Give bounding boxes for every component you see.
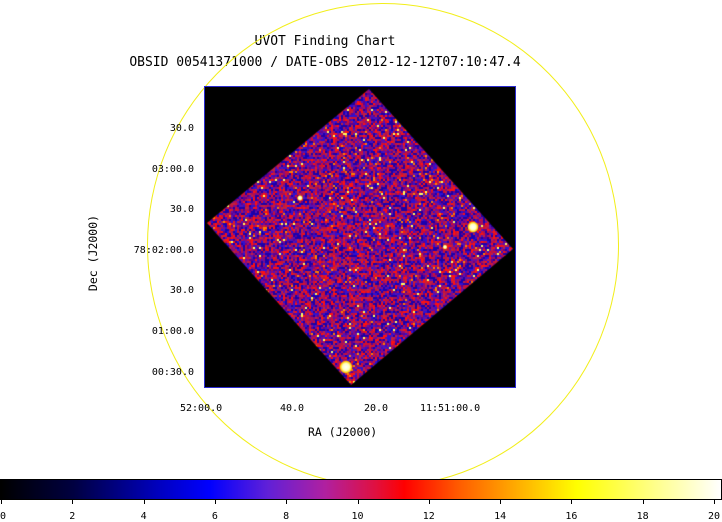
colorbar-tick xyxy=(1,500,2,504)
x-tick-label: 52:00.0 xyxy=(180,403,223,414)
colorbar-tick-label: 20 xyxy=(707,511,721,522)
colorbar-tick xyxy=(571,500,573,504)
y-tick-label: 78:02:00.0 xyxy=(133,245,194,256)
colorbar-tick xyxy=(214,500,216,504)
colorbar-tick xyxy=(143,500,145,504)
colorbar-tick xyxy=(714,500,715,504)
y-tick-label: 03:00.0 xyxy=(151,164,194,175)
colorbar-tick xyxy=(642,500,644,504)
colorbar-tick-label: 18 xyxy=(636,511,649,522)
colorbar-tick-label: 10 xyxy=(351,511,364,522)
y-axis-title: Dec (J2000) xyxy=(86,214,100,292)
y-tick-label: 30.0 xyxy=(169,204,194,215)
colorbar-tick-label: 8 xyxy=(283,511,290,522)
y-tick-label: 30.0 xyxy=(169,285,194,296)
colorbar xyxy=(0,479,722,500)
colorbar-tick-label: 16 xyxy=(565,511,578,522)
colorbar-tick-label: 4 xyxy=(140,511,147,522)
x-tick-label: 20.0 xyxy=(364,403,389,414)
y-tick-label: 01:00.0 xyxy=(151,326,194,337)
sky-image xyxy=(205,87,515,387)
colorbar-tick xyxy=(72,500,74,504)
colorbar-tick-label: 6 xyxy=(211,511,218,522)
image-frame xyxy=(204,86,516,388)
colorbar-tick xyxy=(357,500,359,504)
y-tick-label: 00:30.0 xyxy=(151,367,194,378)
colorbar-tick-label: 0 xyxy=(0,511,7,522)
colorbar-tick xyxy=(428,500,430,504)
x-tick-label: 11:51:00.0 xyxy=(420,403,481,414)
colorbar-axis: 0 2 4 6 8 10 12 14 16 18 20 xyxy=(0,500,722,522)
x-axis-title: RA (J2000) xyxy=(308,425,378,439)
colorbar-tick-label: 2 xyxy=(69,511,76,522)
colorbar-tick-label: 14 xyxy=(494,511,507,522)
colorbar-tick-label: 12 xyxy=(422,511,435,522)
x-tick-label: 40.0 xyxy=(280,403,305,414)
colorbar-tick xyxy=(286,500,288,504)
y-tick-label: 30.0 xyxy=(169,123,194,134)
colorbar-tick xyxy=(500,500,502,504)
